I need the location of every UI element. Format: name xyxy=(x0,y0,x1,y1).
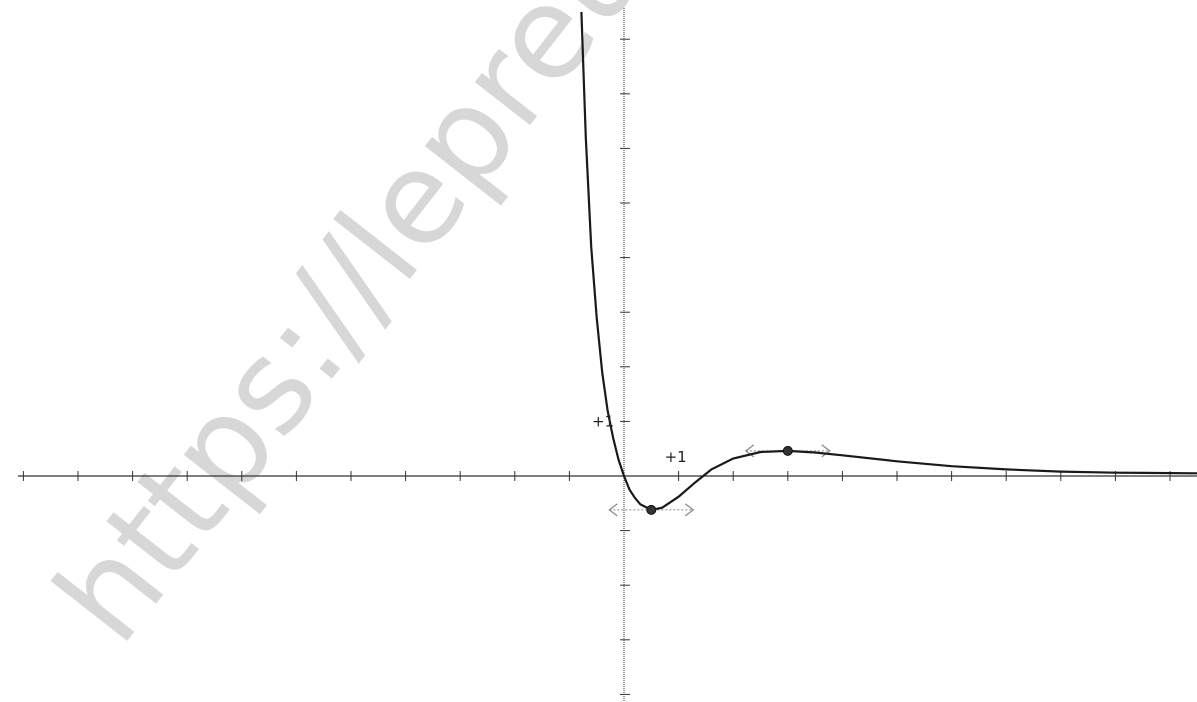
x-tick-label-plus-one: +1 xyxy=(665,448,687,466)
y-tick-label-plus-one: +1 xyxy=(592,412,614,430)
tick-marks xyxy=(22,38,1171,695)
axes xyxy=(18,8,1197,702)
extremum-point xyxy=(646,504,657,515)
watermark-text: https://lepreuve xyxy=(27,0,772,669)
tangent-arrow-right xyxy=(684,503,695,517)
watermark-layer: https://lepreuve xyxy=(27,0,772,669)
tangent-arrow-right xyxy=(821,444,831,458)
tangent-arrow-left xyxy=(608,503,618,517)
extremum-points xyxy=(646,445,793,515)
extremum-point xyxy=(782,445,793,456)
function-curve xyxy=(580,11,1197,512)
